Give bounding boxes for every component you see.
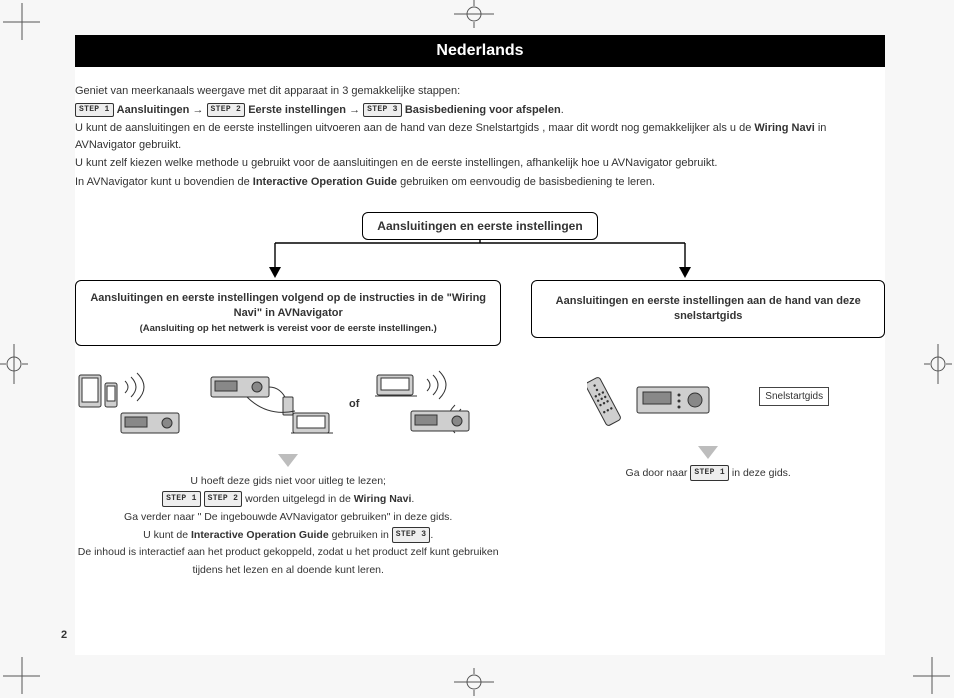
language-title: Nederlands <box>75 35 885 67</box>
step1-label: Aansluitingen <box>117 104 190 116</box>
arrow-icon: → <box>349 104 360 116</box>
step2-label: Eerste instellingen <box>248 104 346 116</box>
flow-columns: Aansluitingen en eerste instellingen vol… <box>75 280 885 580</box>
left-blurb-l5: De inhoud is interactief aan het product… <box>75 544 501 580</box>
intro-text: Geniet van meerkanaals weergave met dit … <box>75 83 885 190</box>
intro-para3: U kunt zelf kiezen welke methode u gebru… <box>75 155 885 172</box>
step1-badge: STEP 1 <box>75 103 114 117</box>
left-option-box: Aansluitingen en eerste instellingen vol… <box>75 280 501 346</box>
left-box-line1: Aansluitingen en eerste instellingen vol… <box>88 291 488 322</box>
left-illustration: of <box>75 364 501 444</box>
blurb-step1-badge: STEP 1 <box>162 491 201 507</box>
step3-badge: STEP 3 <box>363 103 402 117</box>
devices-group-1 <box>75 369 195 439</box>
snelstart-label: Snelstartgids <box>759 387 829 406</box>
page-number: 2 <box>61 629 67 641</box>
blurb-step3-badge: STEP 3 <box>392 527 431 543</box>
step3-label: Basisbediening voor afspelen <box>405 104 561 116</box>
left-blurb: U hoeft deze gids niet voor uitleg te le… <box>75 473 501 580</box>
or-label: of <box>349 398 359 410</box>
connector-split <box>75 240 885 280</box>
right-illustration: Snelstartgids <box>531 356 885 436</box>
left-blurb-l4: U kunt de Interactive Operation Guide ge… <box>75 527 501 545</box>
intro-para4: In AVNavigator kunt u bovendien de Inter… <box>75 174 885 191</box>
intro-line1: Geniet van meerkanaals weergave met dit … <box>75 83 885 100</box>
left-column: Aansluitingen en eerste instellingen vol… <box>75 280 501 580</box>
down-arrow-icon <box>278 454 298 467</box>
intro-steps-line: STEP 1 Aansluitingen → STEP 2 Eerste ins… <box>75 102 885 119</box>
intro-para2: U kunt de aansluitingen en de eerste ins… <box>75 120 885 153</box>
right-step1-badge: STEP 1 <box>690 465 729 481</box>
devices-group-3 <box>371 369 501 439</box>
left-blurb-l3: Ga verder naar " De ingebouwde AVNavigat… <box>75 509 501 527</box>
down-arrow-icon <box>698 446 718 459</box>
arrow-icon: → <box>192 104 203 116</box>
right-blurb: Ga door naar STEP 1 in deze gids. <box>531 465 885 483</box>
devices-group-right <box>587 361 747 431</box>
flow-root-box: Aansluitingen en eerste instellingen <box>75 212 885 240</box>
step2-badge: STEP 2 <box>207 103 246 117</box>
root-title-box: Aansluitingen en eerste instellingen <box>362 212 597 240</box>
right-option-box: Aansluitingen en eerste instellingen aan… <box>531 280 885 338</box>
manual-page: Nederlands Geniet van meerkanaals weerga… <box>75 35 885 655</box>
left-blurb-l2: STEP 1 STEP 2 worden uitgelegd in de Wir… <box>75 491 501 509</box>
right-column: Aansluitingen en eerste instellingen aan… <box>531 280 885 580</box>
devices-group-2 <box>207 369 337 439</box>
left-blurb-l1: U hoeft deze gids niet voor uitleg te le… <box>75 473 501 491</box>
left-box-line2: (Aansluiting op het netwerk is vereist v… <box>88 322 488 335</box>
blurb-step2-badge: STEP 2 <box>204 491 243 507</box>
right-box-text: Aansluitingen en eerste instellingen aan… <box>544 294 872 325</box>
